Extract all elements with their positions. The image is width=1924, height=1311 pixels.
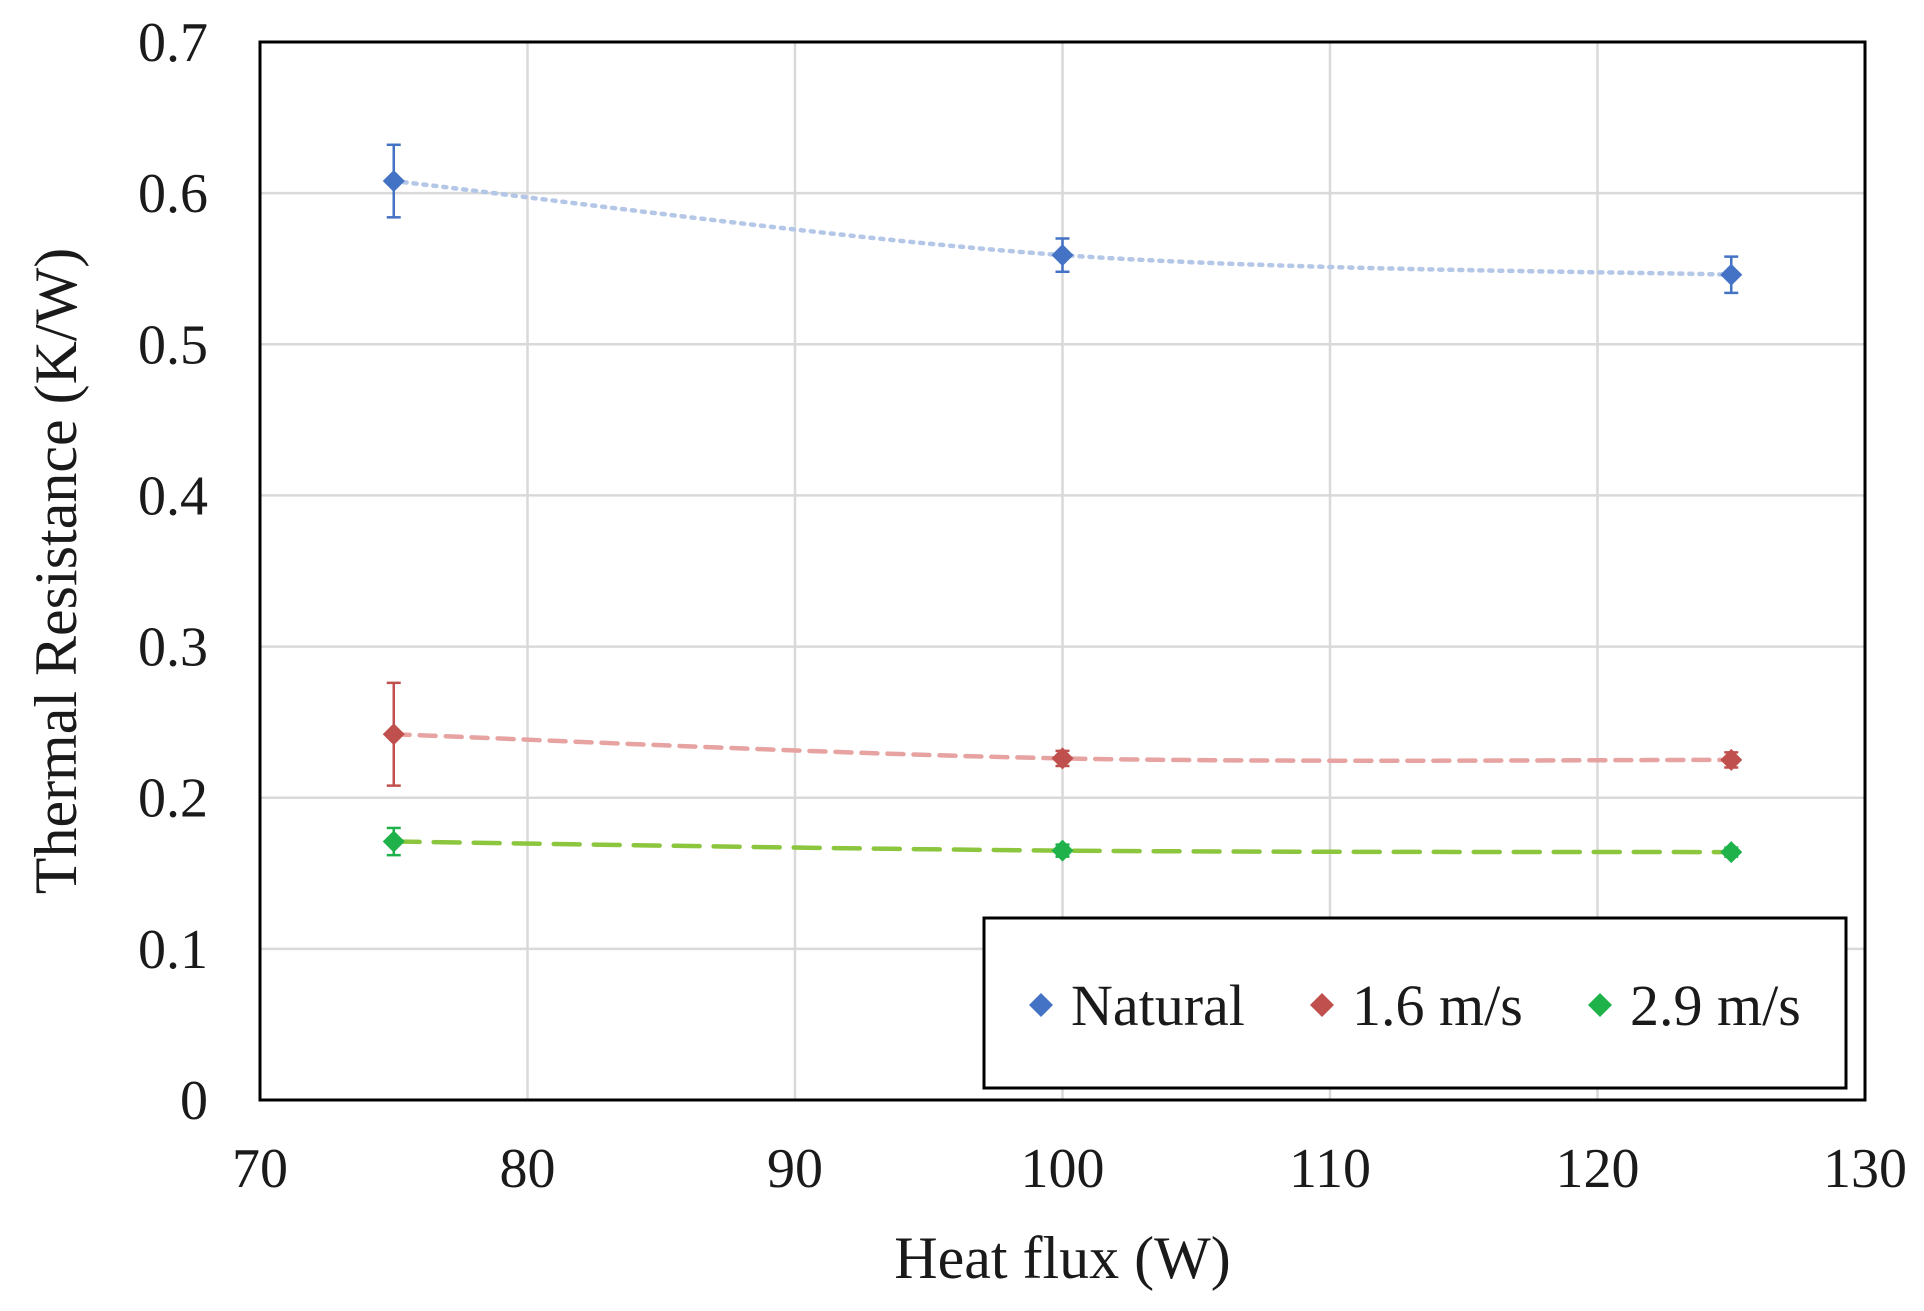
y-tick-label: 0.3	[138, 617, 208, 679]
x-tick-label: 70	[232, 1138, 288, 1200]
data-point	[1051, 747, 1074, 770]
legend-box	[982, 916, 1848, 1090]
x-tick-label: 120	[1556, 1138, 1640, 1200]
legend-marker	[1588, 993, 1612, 1017]
data-point	[1051, 839, 1074, 862]
legend-item: Natural	[1029, 973, 1245, 1038]
legend-label: 1.6 m/s	[1352, 973, 1523, 1038]
data-point	[1720, 263, 1743, 286]
y-tick-label: 0.4	[138, 465, 208, 527]
y-tick-label: 0.1	[138, 919, 208, 981]
y-tick-label: 0.5	[138, 314, 208, 376]
legend-item: 2.9 m/s	[1588, 973, 1801, 1038]
y-tick-label: 0.2	[138, 768, 208, 830]
y-tick-label: 0.7	[138, 12, 208, 74]
x-tick-label: 100	[1021, 1138, 1105, 1200]
legend-item: 1.6 m/s	[1310, 973, 1523, 1038]
legend-marker	[1029, 993, 1053, 1017]
data-point	[1051, 244, 1074, 267]
data-point	[382, 723, 405, 746]
x-tick-label: 80	[500, 1138, 556, 1200]
legend-marker	[1310, 993, 1334, 1017]
y-tick-label: 0	[180, 1070, 208, 1132]
x-axis-ticks: 70 80 90 100 110 120 130	[232, 1138, 1907, 1200]
legend-label: Natural	[1071, 973, 1245, 1038]
data-point	[1720, 841, 1743, 864]
x-tick-label: 110	[1289, 1138, 1371, 1200]
data-point	[382, 830, 405, 853]
x-tick-label: 90	[767, 1138, 823, 1200]
y-axis-label: Thermal Resistance (K/W)	[23, 248, 89, 894]
data-point	[382, 170, 405, 193]
data-markers	[382, 170, 1743, 864]
trend-line	[391, 731, 1734, 763]
legend-label: 2.9 m/s	[1630, 973, 1801, 1038]
x-tick-label: 130	[1823, 1138, 1907, 1200]
trend-line	[391, 839, 1734, 855]
x-axis-label: Heat flux (W)	[894, 1225, 1231, 1291]
legend: Natural 1.6 m/s 2.9 m/s	[982, 916, 1848, 1090]
y-tick-label: 0.6	[138, 163, 208, 225]
y-axis-ticks: 0 0.1 0.2 0.3 0.4 0.5 0.6 0.7	[138, 12, 208, 1132]
data-point	[1720, 748, 1743, 771]
plot-area-frame	[258, 40, 1867, 1102]
